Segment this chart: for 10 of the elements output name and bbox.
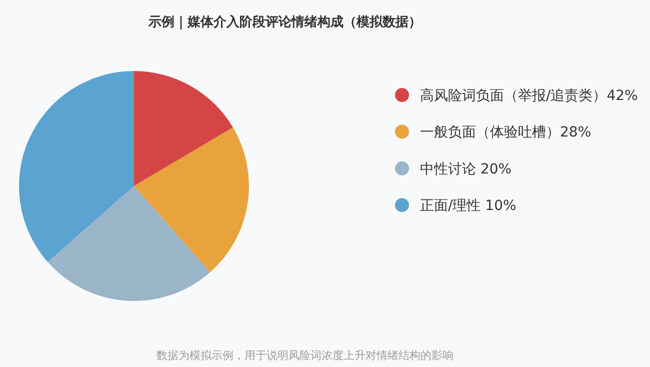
pie-slice	[19, 71, 134, 262]
pie-slice	[134, 127, 249, 272]
legend-label: 正面/理性 10%	[420, 198, 516, 214]
text: 数据为模拟示例，用于说明风险词浓度上升对情绪结构的影响	[156, 349, 454, 362]
legend-label: 高风险词负面（举报/追责类）42%	[420, 88, 638, 104]
legend-label: 一般负面（体验吐槽）28%	[420, 124, 592, 141]
pie-slice	[134, 71, 233, 186]
chart-title: 示例｜媒体介入阶段评论情绪构成（模拟数据）	[148, 14, 422, 30]
pie-slice	[48, 186, 210, 301]
legend-label: 中性讨论 20%	[420, 161, 512, 178]
